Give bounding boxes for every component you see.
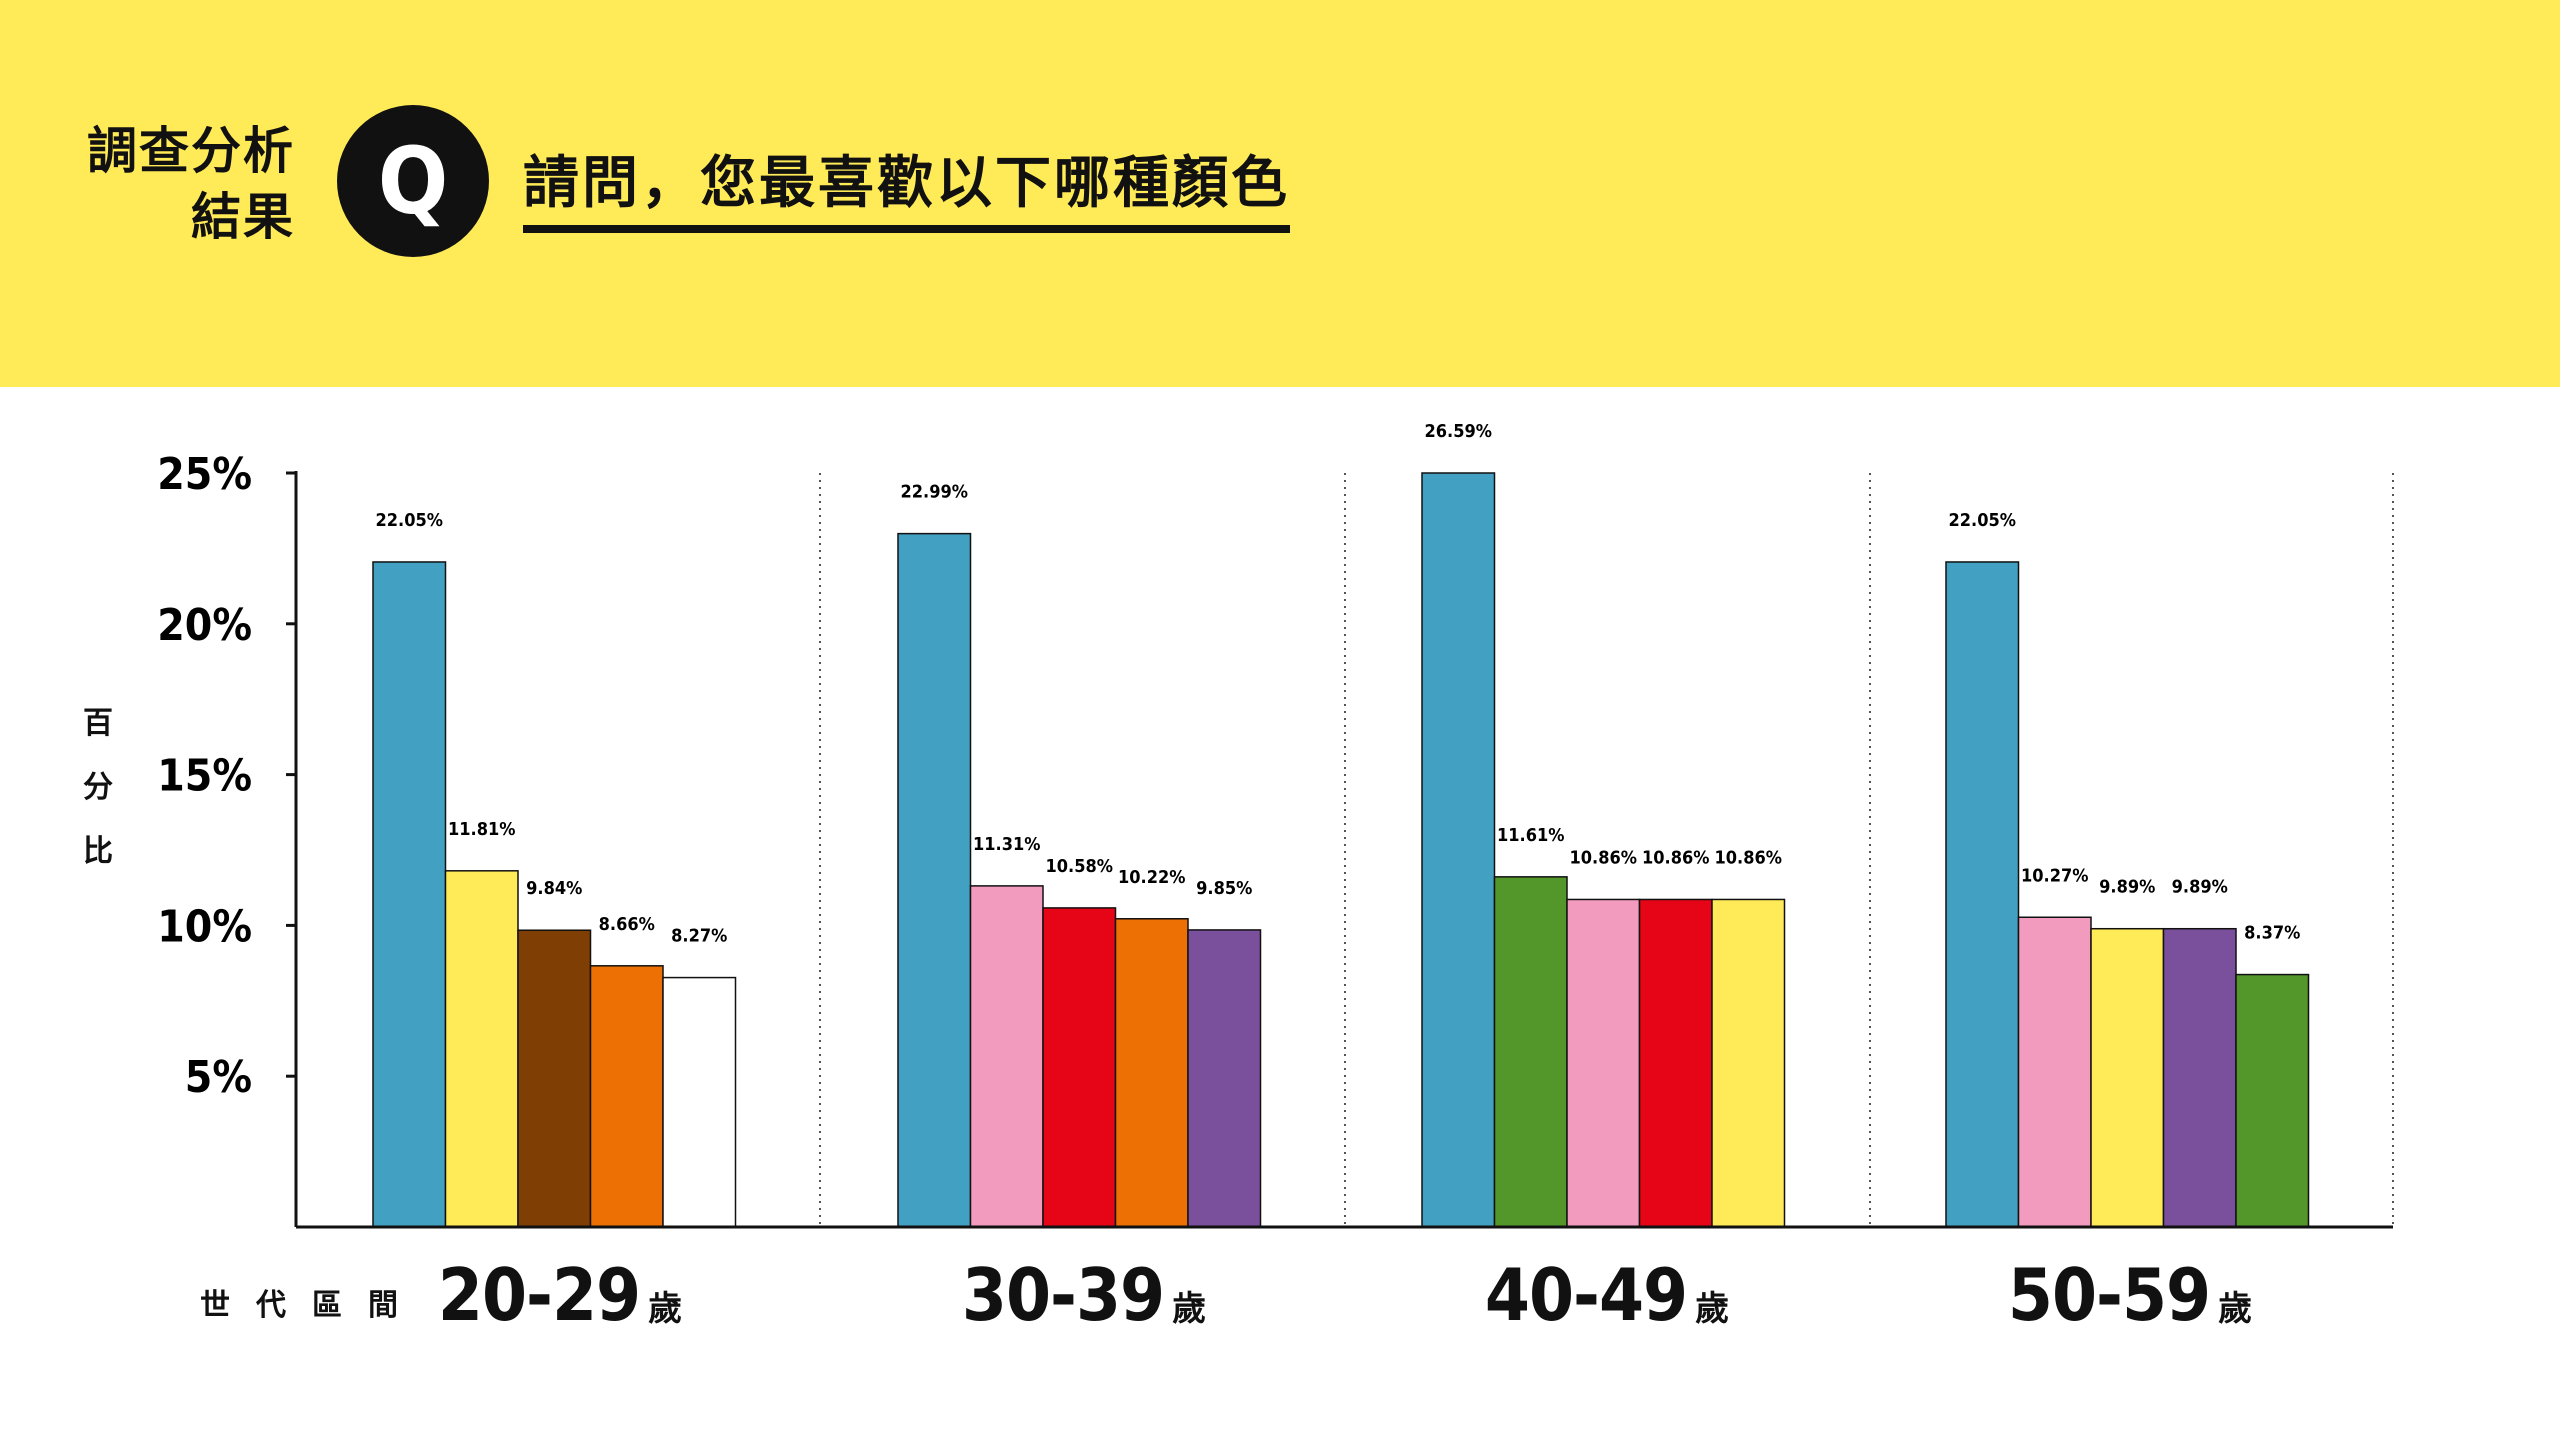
data-label: 22.05% (1949, 510, 2016, 531)
data-label: 11.61% (1497, 825, 1564, 846)
group-label-suffix: 歲 (2218, 1289, 2253, 1329)
group-label-range: 50-59 (2007, 1253, 2211, 1337)
bar-50-59-2 (2017, 916, 2092, 1228)
y-axis-title-char: 分 (83, 770, 113, 805)
bar-30-39-3 (1042, 907, 1117, 1228)
brand-line-1: 調查分析 (87, 122, 295, 180)
y-axis-title: 百 分 比 (80, 692, 116, 884)
group-label-range: 20-29 (437, 1253, 641, 1337)
data-label: 22.05% (376, 510, 443, 531)
data-label: 22.99% (901, 482, 968, 503)
data-label: 8.66% (599, 914, 655, 935)
group-label-50-59: 50-59 歲 (2008, 1253, 2252, 1337)
bar-40-49-5 (1711, 898, 1786, 1228)
bar-40-49-1 (1421, 472, 1496, 1228)
bar-30-39-5 (1187, 929, 1262, 1228)
data-label: 9.89% (2172, 877, 2228, 898)
data-label: 10.86% (1642, 847, 1709, 868)
data-label: 10.86% (1570, 847, 1637, 868)
bar-40-49-2 (1493, 876, 1568, 1228)
group-label-30-39: 30-39 歲 (962, 1253, 1206, 1337)
bar-20-29-3 (517, 929, 592, 1228)
data-label: 11.81% (448, 819, 515, 840)
data-label: 10.58% (1046, 856, 1113, 877)
y-tick-label: 10% (157, 901, 252, 952)
y-tick-label: 5% (185, 1052, 252, 1103)
bar-50-59-5 (2235, 973, 2310, 1228)
data-label: 26.59% (1425, 421, 1492, 442)
y-axis-title-char: 百 (83, 706, 113, 741)
bar-50-59-3 (2090, 927, 2165, 1228)
data-label: 9.89% (2099, 877, 2155, 898)
group-label-range: 30-39 (961, 1253, 1165, 1337)
y-axis-title-char: 比 (83, 834, 113, 869)
bar-20-29-1 (372, 561, 447, 1228)
group-label-40-49: 40-49 歲 (1485, 1253, 1729, 1337)
data-label: 9.85% (1196, 878, 1252, 899)
data-label: 9.84% (526, 878, 582, 899)
x-axis-title: 世代區間 (200, 1288, 424, 1323)
brand-line-2: 結果 (191, 188, 295, 246)
data-label: 10.86% (1715, 847, 1782, 868)
bar-30-39-2 (969, 885, 1044, 1228)
bar-30-39-4 (1114, 918, 1189, 1228)
data-label: 8.27% (671, 926, 727, 947)
bar-20-29-5 (662, 976, 737, 1228)
bar-20-29-4 (589, 965, 664, 1228)
bar-40-49-3 (1566, 898, 1641, 1228)
data-label: 10.22% (1118, 867, 1185, 888)
group-label-suffix: 歲 (648, 1289, 683, 1329)
data-label: 10.27% (2021, 865, 2088, 886)
bar-chart: 5% 10% 15% 20% 25% 22.05% 11.81% 9.84% 8.66% 8.27… (157, 421, 2394, 1229)
group-label-suffix: 歲 (1172, 1289, 1207, 1329)
bar-40-49-4 (1638, 898, 1713, 1228)
bar-50-59-4 (2162, 927, 2237, 1228)
data-label: 11.31% (973, 834, 1040, 855)
data-label: 8.37% (2244, 923, 2300, 944)
question-badge-icon: Q (337, 105, 489, 257)
bar-20-29-2 (444, 870, 519, 1228)
y-tick-label: 20% (157, 600, 252, 651)
bar-30-39-1 (897, 532, 972, 1228)
y-tick-label: 15% (157, 751, 252, 802)
group-label-20-29: 20-29 歲 (438, 1253, 682, 1337)
y-tick-label: 25% (157, 449, 252, 500)
brand-title: 調查分析 結果 (87, 118, 295, 250)
question-title: 請問，您最喜歡以下哪種顏色 (523, 138, 1290, 233)
group-label-suffix: 歲 (1695, 1289, 1730, 1329)
bar-50-59-1 (1945, 561, 2020, 1228)
group-label-range: 40-49 (1484, 1253, 1688, 1337)
